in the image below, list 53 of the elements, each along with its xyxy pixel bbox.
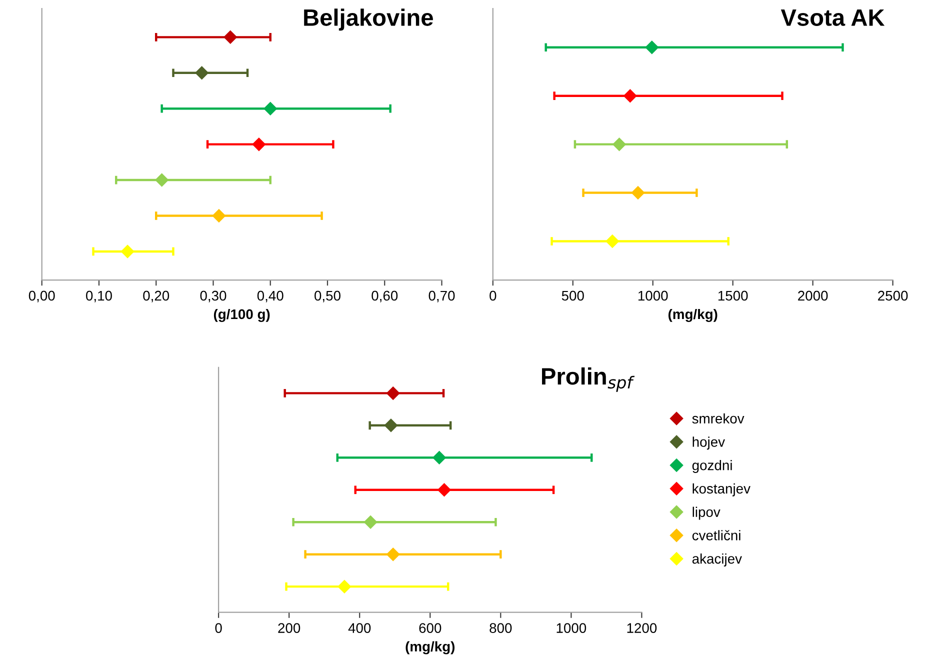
chart-title: Prolin$_{spf}$ — [542, 367, 635, 392]
point — [606, 234, 619, 248]
x-tick-label: 1200 — [627, 623, 657, 633]
point — [624, 89, 637, 102]
legend-label: lipov — [692, 506, 720, 520]
x-tick-label: 1000 — [556, 623, 586, 633]
x-tick-label: 0,10 — [86, 290, 112, 302]
point — [612, 138, 626, 151]
x-tick-label: 500 — [562, 290, 584, 301]
point — [195, 66, 208, 80]
point — [384, 418, 398, 432]
x-tick-label: 0 — [490, 290, 496, 301]
x-tick-label: 2500 — [878, 290, 908, 301]
x-tick-label: 200 — [278, 623, 300, 633]
legend-label: gozdni — [692, 460, 732, 473]
point — [224, 30, 237, 44]
chart-title: Vsota AK — [780, 9, 885, 26]
x-tick-label: 0,00 — [28, 290, 55, 302]
x-axis-title: (mg/kg) — [668, 308, 718, 322]
x-tick-label: 0,20 — [143, 290, 170, 302]
x-tick-label: 0,30 — [200, 290, 226, 302]
point — [338, 580, 352, 594]
point — [432, 451, 446, 464]
legend-label: kostanjev — [692, 483, 750, 496]
x-tick-label: 1000 — [638, 290, 668, 301]
legend-label: smrekov — [692, 413, 744, 424]
legend-label: hojev — [692, 436, 725, 450]
x-tick-label: 0,40 — [257, 290, 284, 302]
x-tick-label: 1500 — [718, 290, 748, 301]
x-tick-label: 0,60 — [372, 290, 398, 302]
x-tick-label: 0,70 — [428, 290, 455, 302]
x-axis-title: (g/100 g) — [214, 308, 270, 322]
point — [155, 173, 168, 187]
legend-label: cvetlični — [692, 530, 740, 540]
point — [631, 186, 645, 200]
point — [438, 483, 451, 496]
x-tick-label: 400 — [348, 623, 371, 633]
x-tick-label: 0,50 — [314, 290, 340, 302]
point — [264, 102, 277, 116]
x-axis-title: (mg/kg) — [406, 641, 455, 654]
point — [364, 516, 378, 529]
point — [645, 40, 658, 54]
point — [120, 244, 134, 258]
point — [212, 209, 226, 222]
x-tick-label: 800 — [490, 623, 512, 633]
chart-title: Beljakovine — [304, 8, 433, 31]
point — [386, 386, 400, 400]
x-tick-label: 600 — [419, 623, 442, 633]
point — [252, 138, 266, 151]
legend-label: akacijev — [692, 554, 742, 566]
point — [386, 548, 400, 561]
x-tick-label: 0 — [215, 623, 222, 633]
x-tick-label: 2000 — [798, 290, 828, 301]
